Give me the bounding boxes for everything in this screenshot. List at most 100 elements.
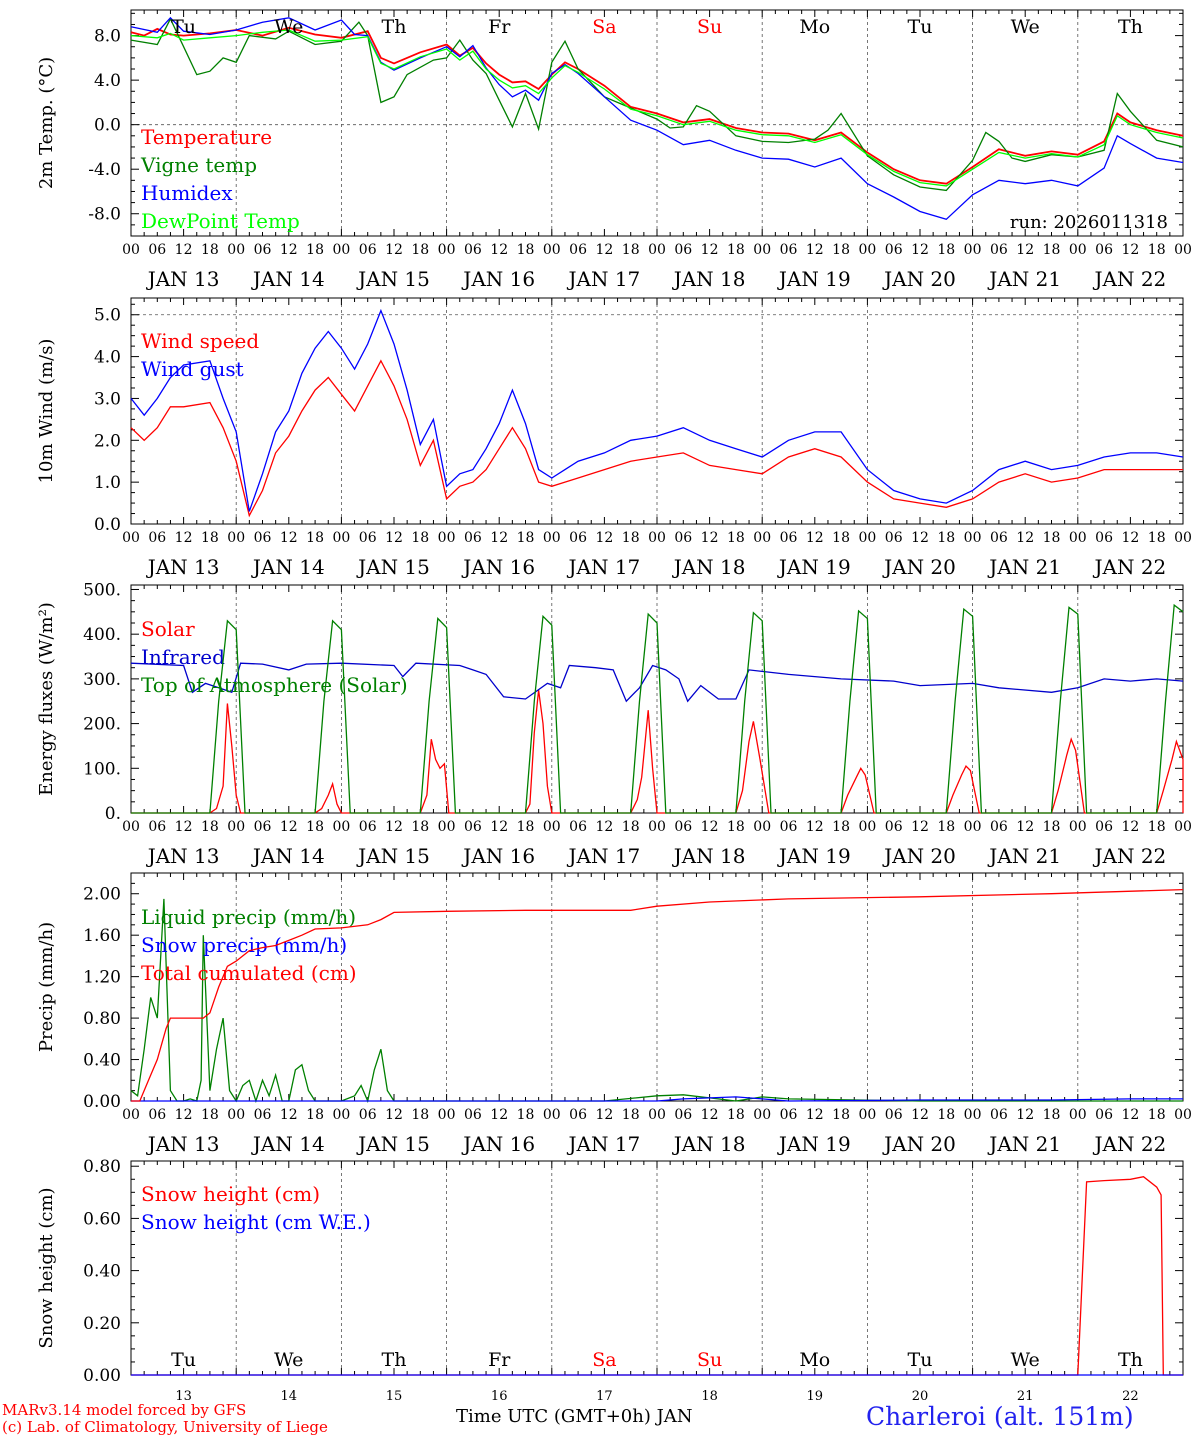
- legend-entry: Snow height (cm): [141, 1182, 320, 1206]
- date-label: JAN 13: [146, 267, 220, 291]
- weekday-label: Sa: [592, 1349, 616, 1371]
- hour-tick-label: 06: [148, 530, 166, 546]
- weekday-label: Tu: [171, 1349, 196, 1371]
- hour-tick-label: 18: [306, 819, 324, 835]
- hour-tick-label: 06: [464, 242, 482, 258]
- legend-entry: Solar: [141, 617, 195, 641]
- y-tick-label: 0.40: [83, 1051, 121, 1071]
- date-label: JAN 22: [1093, 555, 1167, 579]
- hour-tick-label: 12: [701, 530, 719, 546]
- hour-tick-label: 06: [569, 530, 587, 546]
- hour-tick-label: 18: [937, 819, 955, 835]
- hour-tick-label: 06: [990, 1107, 1008, 1123]
- hour-tick-label: 12: [175, 530, 193, 546]
- hour-tick-label: 12: [911, 530, 929, 546]
- series-line-1: [131, 1176, 1183, 1376]
- y-tick-label: 500.: [83, 580, 121, 600]
- date-label: JAN 13: [146, 844, 220, 868]
- hour-tick-label: 18: [1148, 242, 1166, 258]
- weekday-label: Tu: [908, 1349, 933, 1371]
- y-axis-title: Energy fluxes (W/m²): [36, 602, 57, 796]
- hour-tick-label: 18: [622, 242, 640, 258]
- hour-tick-label: 12: [1121, 242, 1139, 258]
- day-number-label: 16: [491, 1389, 508, 1404]
- hour-tick-label: 18: [1043, 819, 1061, 835]
- hour-tick-label: 12: [911, 819, 929, 835]
- date-label: JAN 16: [461, 555, 535, 579]
- hour-tick-label: 00: [122, 1107, 140, 1123]
- hour-tick-label: 06: [780, 242, 798, 258]
- panel-4: 0.00 0.40 0.80 1.20 1.60 2.00 Precip (mm/h) Liq…: [36, 872, 1192, 1156]
- hour-tick-label: 18: [411, 242, 429, 258]
- hour-tick-label: 18: [201, 1107, 219, 1123]
- date-label: JAN 15: [356, 1132, 430, 1156]
- hour-tick-label: 18: [201, 242, 219, 258]
- day-number-label: 19: [807, 1389, 824, 1404]
- hour-tick-label: 12: [701, 242, 719, 258]
- day-number-label: 17: [596, 1389, 613, 1404]
- hour-tick-label: 12: [1121, 530, 1139, 546]
- hour-tick-label: 00: [648, 242, 666, 258]
- y-tick-label: 2.00: [83, 885, 121, 905]
- hour-tick-label: 18: [622, 819, 640, 835]
- hour-tick-label: 00: [1174, 530, 1192, 546]
- hour-tick-label: 12: [911, 1107, 929, 1123]
- station-name: Charleroi (alt. 151m): [866, 1402, 1134, 1431]
- hour-tick-label: 12: [1016, 530, 1034, 546]
- hour-tick-label: 12: [701, 819, 719, 835]
- hour-tick-label: 06: [148, 242, 166, 258]
- hour-tick-label: 06: [359, 530, 377, 546]
- series-line-1: [130, 26, 1184, 185]
- hour-tick-label: 12: [595, 530, 613, 546]
- date-label: JAN 20: [882, 555, 956, 579]
- date-label: JAN 17: [567, 555, 641, 579]
- hour-tick-label: 00: [1069, 819, 1087, 835]
- hour-tick-label: 06: [780, 530, 798, 546]
- model-credit: MARv3.14 model forced by GFS (c) Lab. of…: [2, 1402, 328, 1436]
- weekday-label: Tu: [908, 16, 933, 38]
- legend-entry: Top of Atmosphere (Solar): [141, 673, 408, 697]
- legend-entry: Snow precip (mm/h): [141, 933, 347, 957]
- date-label: JAN 17: [567, 844, 641, 868]
- date-label: JAN 22: [1093, 844, 1167, 868]
- hour-tick-label: 18: [832, 819, 850, 835]
- y-axis-title: Precip (mm/h): [36, 922, 57, 1052]
- legend-entry: Liquid precip (mm/h): [141, 905, 356, 929]
- series-line-2: [131, 1096, 1183, 1102]
- hour-tick-label: 18: [937, 242, 955, 258]
- legend-entry: Total cumulated (cm): [141, 961, 357, 985]
- date-label: JAN 21: [987, 844, 1061, 868]
- legend-entry: Vigne temp: [140, 153, 257, 177]
- hour-tick-label: 06: [254, 819, 272, 835]
- hour-tick-label: 00: [122, 819, 140, 835]
- y-axis-title: 2m Temp. (°C): [36, 57, 57, 189]
- hour-tick-label: 06: [359, 819, 377, 835]
- hour-tick-label: 06: [464, 819, 482, 835]
- hour-tick-label: 12: [1121, 1107, 1139, 1123]
- hour-tick-label: 00: [1069, 1107, 1087, 1123]
- hour-tick-label: 18: [727, 530, 745, 546]
- date-label: JAN 22: [1093, 267, 1167, 291]
- date-label: JAN 18: [672, 844, 746, 868]
- date-label: JAN 18: [672, 267, 746, 291]
- day-number-label: 18: [701, 1389, 718, 1404]
- hour-tick-label: 12: [1016, 819, 1034, 835]
- series-line-1: [131, 690, 1184, 814]
- date-label: JAN 14: [251, 844, 325, 868]
- hour-tick-label: 18: [832, 242, 850, 258]
- hour-tick-label: 00: [753, 819, 771, 835]
- hour-tick-label: 12: [175, 819, 193, 835]
- hour-tick-label: 06: [569, 819, 587, 835]
- y-tick-label: 4.0: [94, 348, 121, 368]
- y-tick-label: 0.0: [94, 116, 121, 136]
- y-tick-label: 0.40: [83, 1262, 121, 1282]
- date-label: JAN 17: [567, 267, 641, 291]
- hour-tick-label: 18: [832, 530, 850, 546]
- day-number-label: 21: [1017, 1389, 1034, 1404]
- hour-tick-label: 12: [806, 819, 824, 835]
- hour-tick-label: 00: [964, 242, 982, 258]
- hour-tick-label: 18: [1148, 819, 1166, 835]
- y-tick-label: 0.0: [94, 515, 121, 535]
- y-tick-label: 0.00: [83, 1366, 121, 1386]
